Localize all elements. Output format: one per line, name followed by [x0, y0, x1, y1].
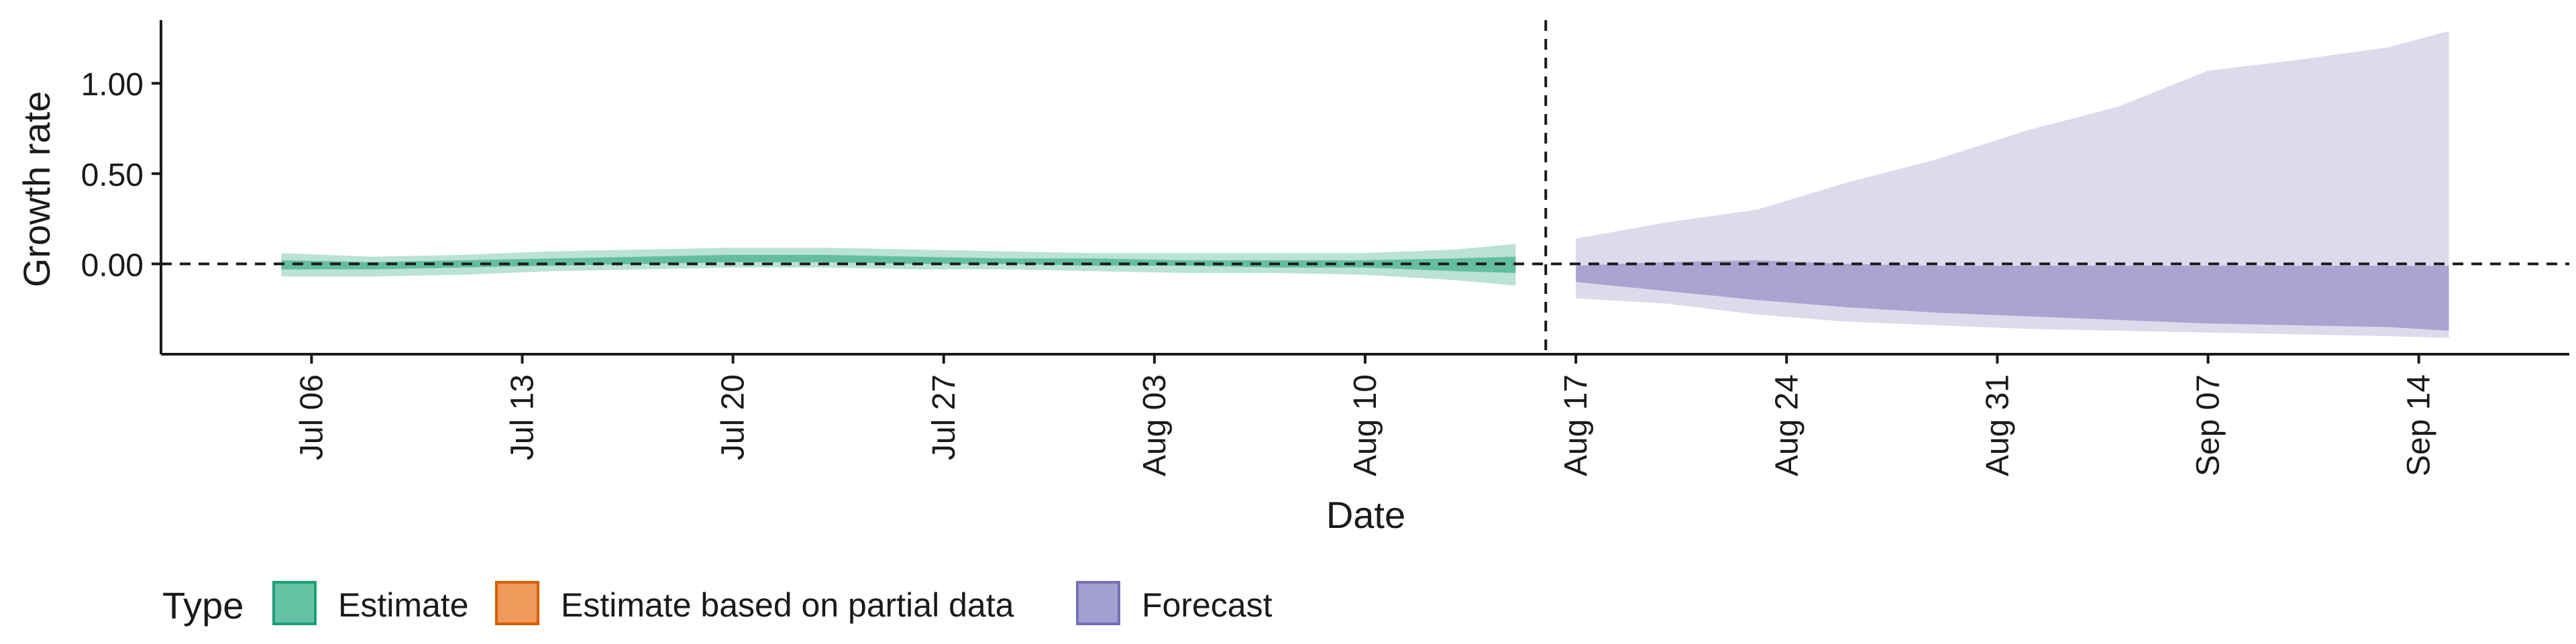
y-tick-label: 1.00	[81, 67, 144, 103]
x-tick-label: Jul 20	[716, 374, 751, 460]
reference-lines	[161, 20, 2569, 354]
legend-swatch-estimate	[272, 581, 317, 625]
x-tick-label: Aug 24	[1769, 374, 1805, 476]
y-axis-label: Growth rate	[15, 91, 58, 288]
x-axis-ticks: Jul 06 Jul 13 Jul 20 Jul 27 Aug 03 Aug 10 Aug …	[294, 354, 2437, 476]
legend: Type Estimate Estimate based on partial d…	[162, 581, 1273, 627]
legend-label-forecast: Forecast	[1142, 586, 1273, 624]
legend-label-estimate: Estimate	[338, 586, 469, 624]
y-axis-ticks: 0.00 0.50 1.00	[81, 67, 161, 283]
estimate-inner-band	[281, 254, 1516, 273]
x-tick-label: Sep 07	[2191, 374, 2226, 476]
plot-area	[281, 31, 2449, 338]
x-tick-label: Aug 31	[1980, 374, 2015, 476]
x-tick-label: Jul 27	[926, 374, 962, 460]
legend-title: Type	[162, 584, 244, 627]
legend-label-estimate-based-on-partial-data: Estimate based on partial data	[561, 586, 1014, 624]
x-tick-label: Aug 17	[1558, 374, 1594, 476]
x-tick-label: Aug 03	[1137, 374, 1173, 476]
y-tick-label: 0.50	[81, 158, 144, 193]
x-tick-label: Jul 06	[294, 374, 329, 460]
legend-swatch-forecast	[1076, 581, 1120, 625]
forecast-outer-band	[1576, 31, 2449, 338]
y-tick-label: 0.00	[81, 248, 144, 283]
x-tick-label: Jul 13	[505, 374, 541, 460]
x-tick-label: Aug 10	[1348, 374, 1383, 476]
forecast-inner-band	[1576, 260, 2449, 331]
x-tick-label: Sep 14	[2402, 374, 2437, 476]
x-axis-label: Date	[1326, 494, 1405, 536]
legend-swatch-estimate-based-on-partial-data	[495, 581, 539, 625]
